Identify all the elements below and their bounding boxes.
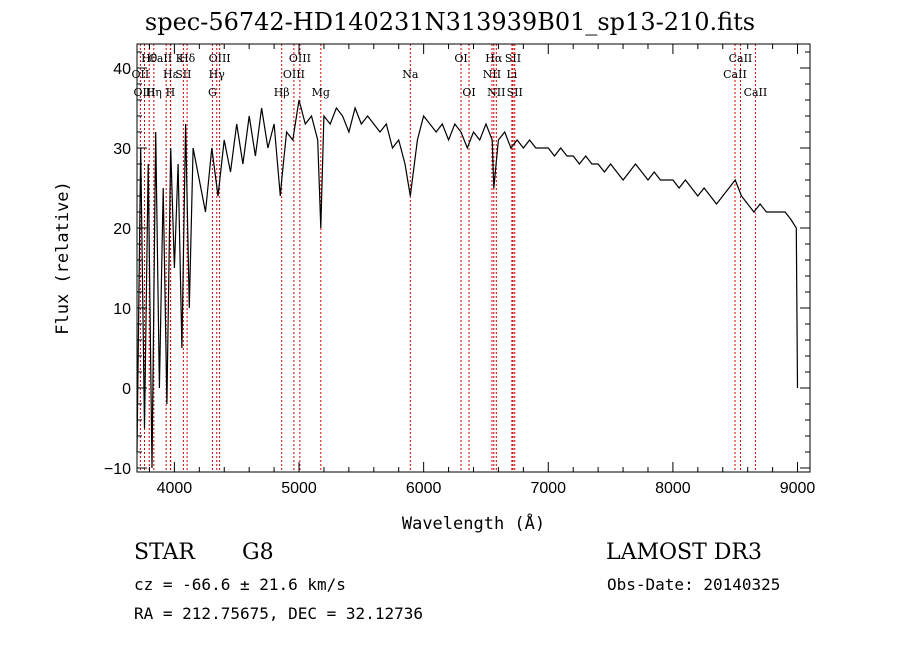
y-axis-label: Flux (relative) <box>53 181 73 335</box>
y-tick-label: 40 <box>113 61 131 78</box>
object-subclass: G8 <box>242 540 274 565</box>
line-id-label: CaII <box>723 68 747 81</box>
line-id-label: OI <box>454 52 467 65</box>
line-id-label: SII <box>505 52 521 65</box>
redshift-cz: cz = -66.6 ± 21.6 km/s <box>134 575 346 594</box>
line-id-label: Hα <box>485 52 503 65</box>
x-tick-label: 4000 <box>157 480 193 497</box>
line-id-label: H <box>166 86 176 99</box>
observation-date: Obs-Date: 20140325 <box>607 575 781 594</box>
line-id-label: OII <box>132 68 150 81</box>
line-id-label: OIII <box>283 68 305 81</box>
y-tick-label: 0 <box>122 381 131 398</box>
x-axis-label: Wavelength (Å) <box>402 512 545 534</box>
line-id-label: Hβ <box>274 86 290 99</box>
line-id-label: CaII <box>744 86 768 99</box>
line-id-label: OI <box>462 86 475 99</box>
x-tick-label: 7000 <box>530 480 566 497</box>
line-id-label: NII <box>487 86 505 99</box>
line-id-label: Hθ <box>141 52 158 65</box>
line-id-label: Li <box>506 68 517 81</box>
line-id-label: CaII <box>729 52 753 65</box>
plot-frame <box>136 43 811 473</box>
line-id-label: Hε <box>163 68 179 81</box>
line-id-label: Hγ <box>209 68 226 81</box>
survey-name: LAMOST DR3 <box>606 540 762 565</box>
line-id-label: NII <box>483 68 501 81</box>
line-id-label: OIII <box>289 52 311 65</box>
line-id-label: SII <box>175 68 191 81</box>
line-id-label: OIII <box>209 52 231 65</box>
y-tick-label: 30 <box>113 141 131 158</box>
object-class: STAR <box>134 540 195 565</box>
line-id-label: Hδ <box>179 52 196 65</box>
spectrum-series-line <box>136 99 799 469</box>
line-id-label: OIII <box>133 86 155 99</box>
line-id-label: Hη <box>146 86 162 99</box>
x-tick-label: 8000 <box>655 480 691 497</box>
y-tick-label: 10 <box>113 301 131 318</box>
x-tick-label: 5000 <box>281 480 317 497</box>
ra-dec: RA = 212.75675, DEC = 32.12736 <box>134 604 423 623</box>
line-id-label: Na <box>402 68 419 81</box>
line-id-label: CaII K <box>148 52 184 65</box>
line-id-label: SII <box>507 86 523 99</box>
y-tick-label: −10 <box>104 461 131 478</box>
line-id-label: Mg <box>312 86 330 99</box>
y-tick-label: 20 <box>113 221 131 238</box>
chart-title: spec-56742-HD140231N313939B01_sp13-210.f… <box>144 8 756 36</box>
line-id-label: G <box>208 86 217 99</box>
x-tick-label: 6000 <box>406 480 442 497</box>
x-tick-label: 9000 <box>780 480 816 497</box>
